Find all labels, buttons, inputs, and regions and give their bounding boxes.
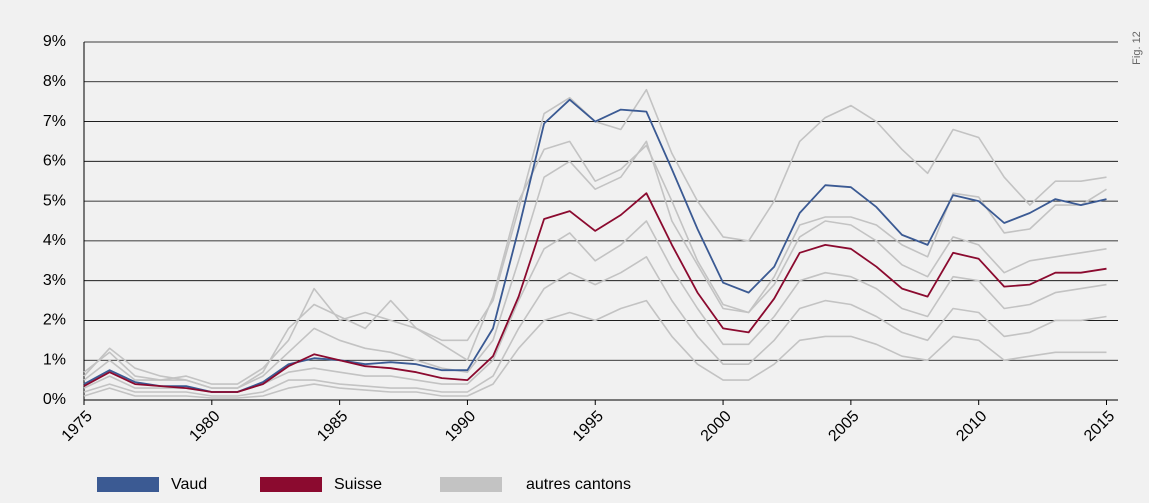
y-tick-label: 6%: [43, 153, 66, 170]
y-tick-label: 8%: [43, 73, 66, 90]
legend-swatch: [97, 477, 159, 492]
x-tick-label: 1975: [59, 408, 96, 445]
x-tick-label: 1995: [570, 408, 607, 445]
y-tick-label: 9%: [43, 33, 66, 50]
y-tick-label: 4%: [43, 232, 66, 249]
legend-label: Vaud: [171, 476, 207, 493]
legend-swatch: [260, 477, 322, 492]
figure-label: Fig. 12: [1131, 31, 1143, 65]
y-tick-label: 1%: [43, 351, 66, 368]
x-tick-label: 2015: [1081, 408, 1118, 445]
x-tick-label: 1985: [314, 408, 351, 445]
series-line: [83, 98, 1107, 393]
x-tick-label: 1990: [442, 408, 479, 445]
canton-line: [83, 140, 1107, 389]
x-tick-label: 2010: [953, 408, 990, 445]
canton-line: [83, 220, 1107, 393]
y-tick-label: 3%: [43, 272, 66, 289]
canton-line: [83, 140, 1107, 389]
canton-line: [83, 299, 1107, 399]
y-tick-label: 5%: [43, 192, 66, 209]
x-tick-label: 2005: [825, 408, 862, 445]
canton-line: [83, 256, 1107, 397]
series-line: [83, 192, 1107, 393]
x-tick-label: 2000: [698, 408, 735, 445]
x-tick-label: 1980: [186, 408, 223, 445]
legend-swatch: [440, 477, 502, 492]
legend-label: Suisse: [334, 476, 382, 493]
y-tick-label: 2%: [43, 312, 66, 329]
legend-label: autres cantons: [526, 476, 631, 493]
y-tick-label: 7%: [43, 113, 66, 130]
y-tick-label: 0%: [43, 391, 66, 408]
